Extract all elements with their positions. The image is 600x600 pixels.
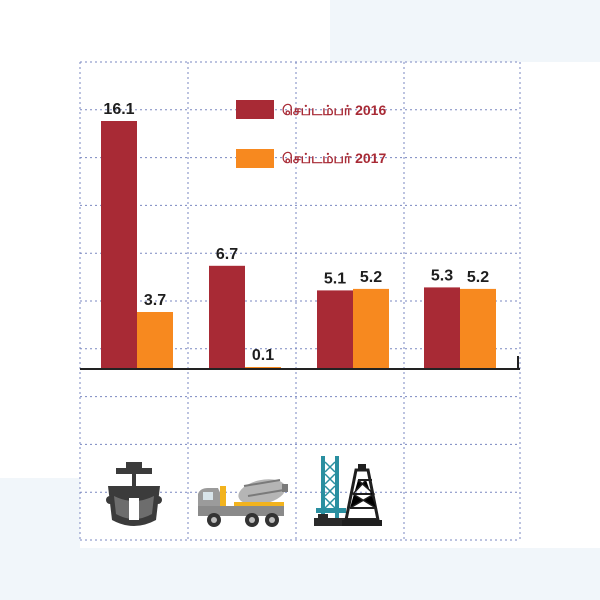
value-labels: 16.1 6.7 5.1 5.3 3.7 0.1 5.2 5.2 — [103, 101, 489, 364]
legend-label-2017: செப்டம்பர் 2017 — [282, 150, 386, 166]
value-label: 6.7 — [216, 246, 238, 263]
bar-series-0-category-1 — [209, 265, 245, 369]
value-label: 16.1 — [103, 101, 134, 118]
bar-series-0-category-0 — [101, 121, 137, 369]
legend-swatch-2016 — [236, 100, 274, 119]
bar-series-0-category-3 — [424, 287, 460, 369]
legend-label-2016: செப்டம்பர் 2016 — [282, 102, 386, 118]
bar-series-1-category-2 — [353, 288, 389, 369]
legend-swatch-2017 — [236, 149, 274, 168]
bar-series-1-category-0 — [137, 312, 173, 369]
background-panel — [0, 548, 600, 600]
steel-ladle-icon — [106, 462, 162, 526]
value-label: 3.7 — [144, 292, 166, 309]
value-label: 5.2 — [360, 269, 382, 286]
cement-mixer-truck-icon — [198, 479, 288, 527]
legend: செப்டம்பர் 2016 செப்டம்பர் 2017 — [236, 100, 386, 168]
background-panel — [330, 0, 600, 62]
bars — [101, 121, 496, 369]
value-label: 5.2 — [467, 269, 489, 286]
value-label: 5.1 — [324, 270, 346, 287]
bar-series-1-category-3 — [460, 288, 496, 369]
oil-derrick-icon — [342, 464, 382, 526]
value-label: 0.1 — [252, 347, 274, 364]
bar-series-0-category-2 — [317, 290, 353, 369]
value-label: 5.3 — [431, 267, 453, 284]
